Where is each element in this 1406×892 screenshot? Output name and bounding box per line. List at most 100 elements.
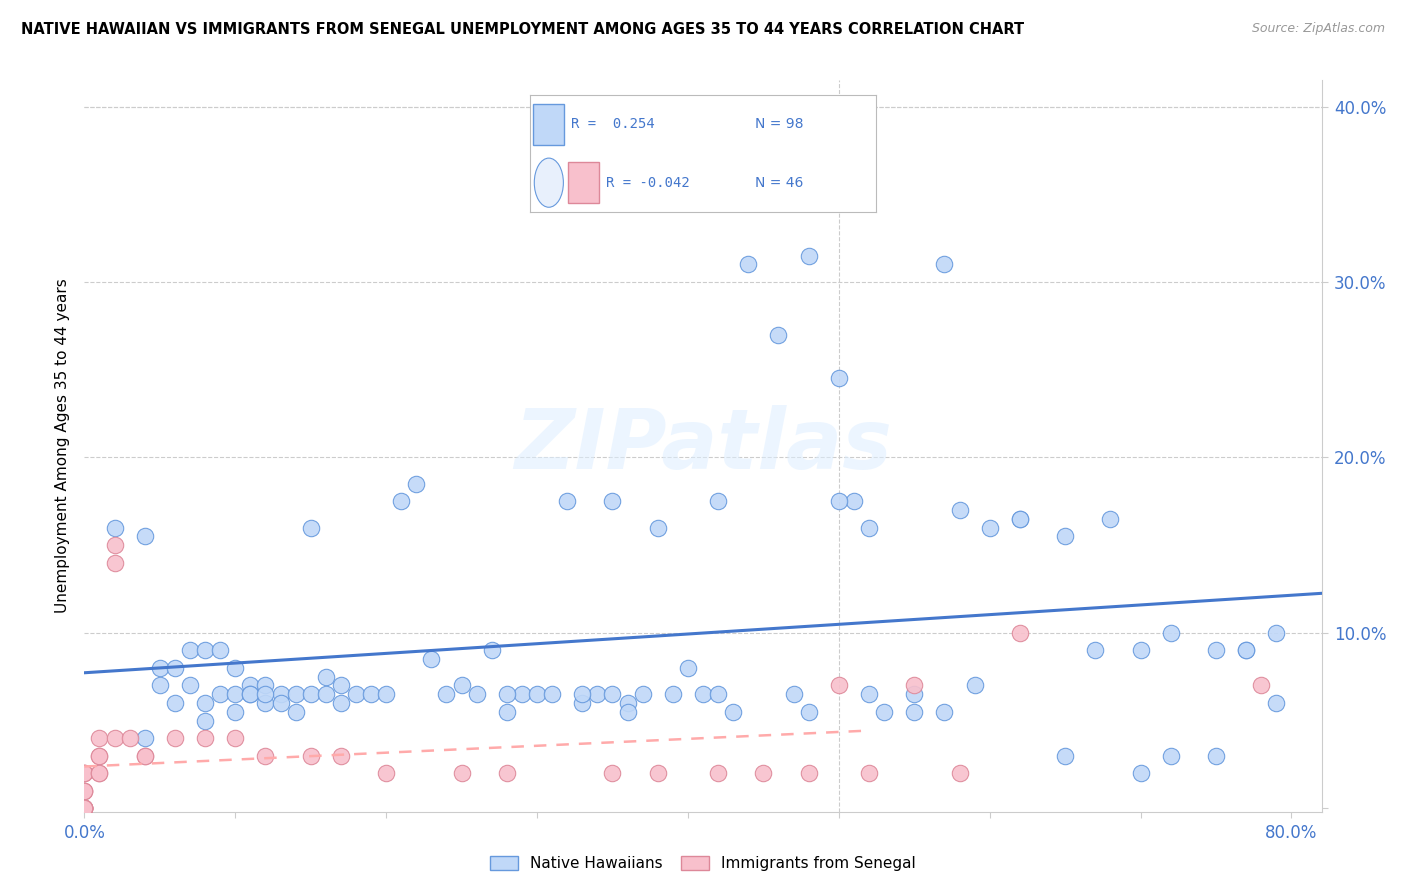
Point <box>73 783 96 797</box>
Point <box>495 687 517 701</box>
Point <box>375 687 398 701</box>
Point <box>299 520 322 534</box>
Point <box>858 687 880 701</box>
Point <box>89 766 111 780</box>
Point <box>948 503 970 517</box>
Point <box>194 731 217 745</box>
Point <box>571 696 593 710</box>
Point <box>616 696 638 710</box>
Point <box>752 766 775 780</box>
Point <box>89 731 111 745</box>
Legend: Native Hawaiians, Immigrants from Senegal: Native Hawaiians, Immigrants from Senega… <box>484 850 922 877</box>
Point <box>948 766 970 780</box>
Point <box>73 801 96 815</box>
Point <box>495 766 517 780</box>
Point <box>299 687 322 701</box>
Point <box>450 766 472 780</box>
Point <box>239 687 262 701</box>
Point <box>73 801 96 815</box>
Point <box>163 731 186 745</box>
Point <box>903 687 925 701</box>
Point <box>495 705 517 719</box>
Point <box>1054 748 1077 763</box>
Point <box>737 257 759 271</box>
Point <box>934 257 956 271</box>
Point <box>979 520 1001 534</box>
Point <box>224 705 246 719</box>
Point <box>73 801 96 815</box>
Point <box>360 687 382 701</box>
Point <box>858 766 880 780</box>
Point <box>1008 512 1031 526</box>
Point <box>1205 748 1227 763</box>
Point <box>134 529 156 543</box>
Point <box>828 494 851 508</box>
Point <box>254 687 277 701</box>
Point <box>555 494 578 508</box>
Point <box>103 520 125 534</box>
Point <box>315 670 337 684</box>
Text: ZIPatlas: ZIPatlas <box>515 406 891 486</box>
Point <box>1160 625 1182 640</box>
Point <box>858 520 880 534</box>
Point <box>270 687 292 701</box>
Point <box>194 696 217 710</box>
Point <box>828 678 851 692</box>
Point <box>1054 529 1077 543</box>
Point <box>163 696 186 710</box>
Point <box>254 748 277 763</box>
Point <box>797 705 820 719</box>
Point <box>1129 643 1152 657</box>
Point <box>1234 643 1257 657</box>
Point <box>676 661 699 675</box>
Point <box>647 520 669 534</box>
Point <box>89 766 111 780</box>
Point <box>1008 512 1031 526</box>
Point <box>1160 748 1182 763</box>
Point <box>254 678 277 692</box>
Point <box>284 687 307 701</box>
Point <box>329 678 352 692</box>
Point <box>662 687 685 701</box>
Point <box>481 643 503 657</box>
Point <box>299 748 322 763</box>
Point <box>270 696 292 710</box>
Point <box>616 705 638 719</box>
Point <box>163 661 186 675</box>
Point <box>768 327 790 342</box>
Point <box>1265 625 1288 640</box>
Point <box>73 783 96 797</box>
Point <box>692 687 714 701</box>
Point <box>73 801 96 815</box>
Point <box>224 687 246 701</box>
Point <box>707 494 730 508</box>
Point <box>450 678 472 692</box>
Point <box>1008 625 1031 640</box>
Point <box>194 714 217 728</box>
Point <box>586 687 609 701</box>
Point <box>571 687 593 701</box>
Point <box>254 696 277 710</box>
Point <box>465 687 488 701</box>
Point <box>73 801 96 815</box>
Point <box>797 766 820 780</box>
Point <box>782 687 804 701</box>
Point <box>329 696 352 710</box>
Point <box>1205 643 1227 657</box>
Point <box>707 687 730 701</box>
Point <box>315 687 337 701</box>
Point <box>1250 678 1272 692</box>
Point <box>194 643 217 657</box>
Point <box>134 748 156 763</box>
Point <box>526 687 548 701</box>
Point <box>134 748 156 763</box>
Point <box>389 494 412 508</box>
Point <box>903 678 925 692</box>
Point <box>828 371 851 385</box>
Point <box>934 705 956 719</box>
Text: Source: ZipAtlas.com: Source: ZipAtlas.com <box>1251 22 1385 36</box>
Text: NATIVE HAWAIIAN VS IMMIGRANTS FROM SENEGAL UNEMPLOYMENT AMONG AGES 35 TO 44 YEAR: NATIVE HAWAIIAN VS IMMIGRANTS FROM SENEG… <box>21 22 1024 37</box>
Point <box>721 705 744 719</box>
Point <box>436 687 458 701</box>
Point <box>1084 643 1107 657</box>
